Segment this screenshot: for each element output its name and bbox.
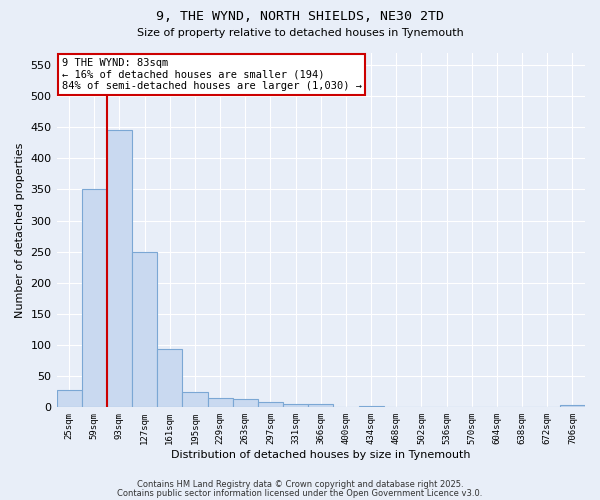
Bar xyxy=(359,406,383,407)
Bar xyxy=(82,190,107,408)
Bar xyxy=(283,404,308,407)
Bar xyxy=(132,252,157,408)
Text: 9, THE WYND, NORTH SHIELDS, NE30 2TD: 9, THE WYND, NORTH SHIELDS, NE30 2TD xyxy=(156,10,444,23)
Bar xyxy=(157,350,182,408)
Bar xyxy=(107,130,132,407)
Bar xyxy=(208,398,233,407)
Bar xyxy=(233,398,258,407)
Y-axis label: Number of detached properties: Number of detached properties xyxy=(15,142,25,318)
Bar xyxy=(560,406,585,407)
Text: Contains public sector information licensed under the Open Government Licence v3: Contains public sector information licen… xyxy=(118,488,482,498)
X-axis label: Distribution of detached houses by size in Tynemouth: Distribution of detached houses by size … xyxy=(171,450,470,460)
Text: 9 THE WYND: 83sqm
← 16% of detached houses are smaller (194)
84% of semi-detache: 9 THE WYND: 83sqm ← 16% of detached hous… xyxy=(62,58,362,91)
Text: Size of property relative to detached houses in Tynemouth: Size of property relative to detached ho… xyxy=(137,28,463,38)
Bar xyxy=(258,402,283,407)
Text: Contains HM Land Registry data © Crown copyright and database right 2025.: Contains HM Land Registry data © Crown c… xyxy=(137,480,463,489)
Bar xyxy=(182,392,208,407)
Bar xyxy=(56,390,82,407)
Bar xyxy=(308,404,334,407)
